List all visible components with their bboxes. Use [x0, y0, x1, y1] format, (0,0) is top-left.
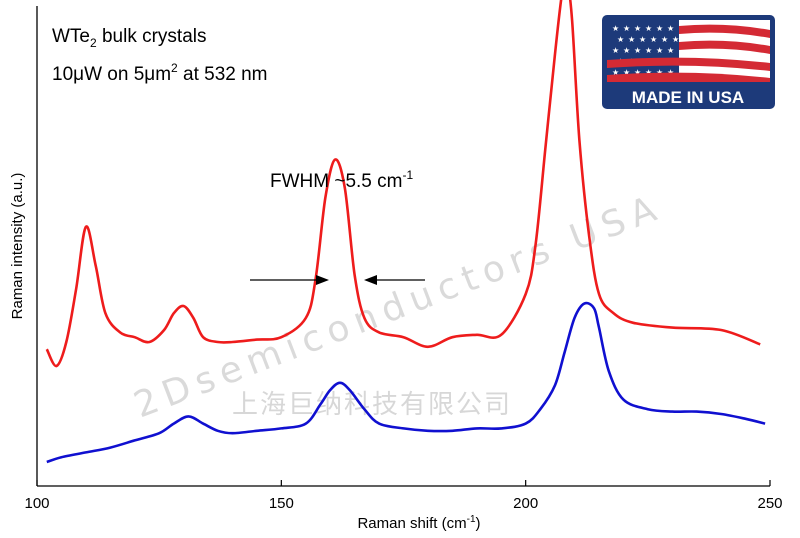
star-icon: ★	[667, 24, 674, 33]
plot-frame	[36, 6, 770, 487]
star-icon: ★	[623, 46, 630, 55]
made-in-usa-badge: ★★★★★★★★★★★★★★★★★★★★★★★★★★★★★★ MADE IN U…	[602, 15, 775, 109]
fwhm-annotation: FWHM ~5.5 cm-1	[270, 168, 413, 192]
star-icon: ★	[634, 46, 641, 55]
star-icon: ★	[650, 35, 657, 44]
x-ticks: 100 150 200 250	[24, 480, 783, 512]
x-tick-label: 250	[757, 495, 782, 512]
x-axis-title: Raman shift (cm-1)	[357, 514, 480, 532]
series-line-red	[45, 0, 761, 368]
y-axis-title: Raman intensity (a.u.)	[9, 173, 26, 320]
fwhm-arrowhead-left	[316, 275, 329, 285]
star-icon: ★	[672, 35, 679, 44]
watermark-chinese: 上海巨纳科技有限公司	[232, 390, 512, 420]
badge-stripe-4	[607, 72, 770, 82]
badge-stripe-1	[679, 24, 770, 38]
star-icon: ★	[656, 68, 663, 77]
badge-text: MADE IN USA	[632, 88, 744, 107]
badge-stripe-3	[607, 57, 770, 71]
star-icon: ★	[667, 68, 674, 77]
fwhm-arrowhead-right	[364, 275, 377, 285]
star-icon: ★	[639, 35, 646, 44]
star-icon: ★	[628, 35, 635, 44]
star-icon: ★	[645, 24, 652, 33]
star-icon: ★	[623, 24, 630, 33]
fwhm-arrows	[250, 275, 425, 285]
star-icon: ★	[645, 46, 652, 55]
star-icon: ★	[617, 35, 624, 44]
star-icon: ★	[612, 24, 619, 33]
star-icon: ★	[612, 46, 619, 55]
star-icon: ★	[667, 46, 674, 55]
badge-stripe-2	[679, 40, 770, 54]
x-tick-label: 200	[513, 495, 538, 512]
star-icon: ★	[634, 68, 641, 77]
star-icon: ★	[645, 68, 652, 77]
star-icon: ★	[661, 35, 668, 44]
star-icon: ★	[623, 68, 630, 77]
title-line-1: WTe2 bulk crystals	[52, 26, 207, 50]
title-line-2: 10μW on 5μm2 at 532 nm	[52, 61, 268, 85]
star-icon: ★	[656, 24, 663, 33]
series-layer	[45, 0, 766, 464]
x-tick-label: 150	[269, 495, 294, 512]
series-line-blue	[46, 301, 766, 464]
star-icon: ★	[656, 46, 663, 55]
badge-stars: ★★★★★★★★★★★★★★★★★★★★★★★★★★★★★★	[612, 24, 679, 77]
x-tick-label: 100	[24, 495, 49, 512]
star-icon: ★	[612, 68, 619, 77]
star-icon: ★	[634, 24, 641, 33]
badge-stars-field	[607, 20, 679, 82]
